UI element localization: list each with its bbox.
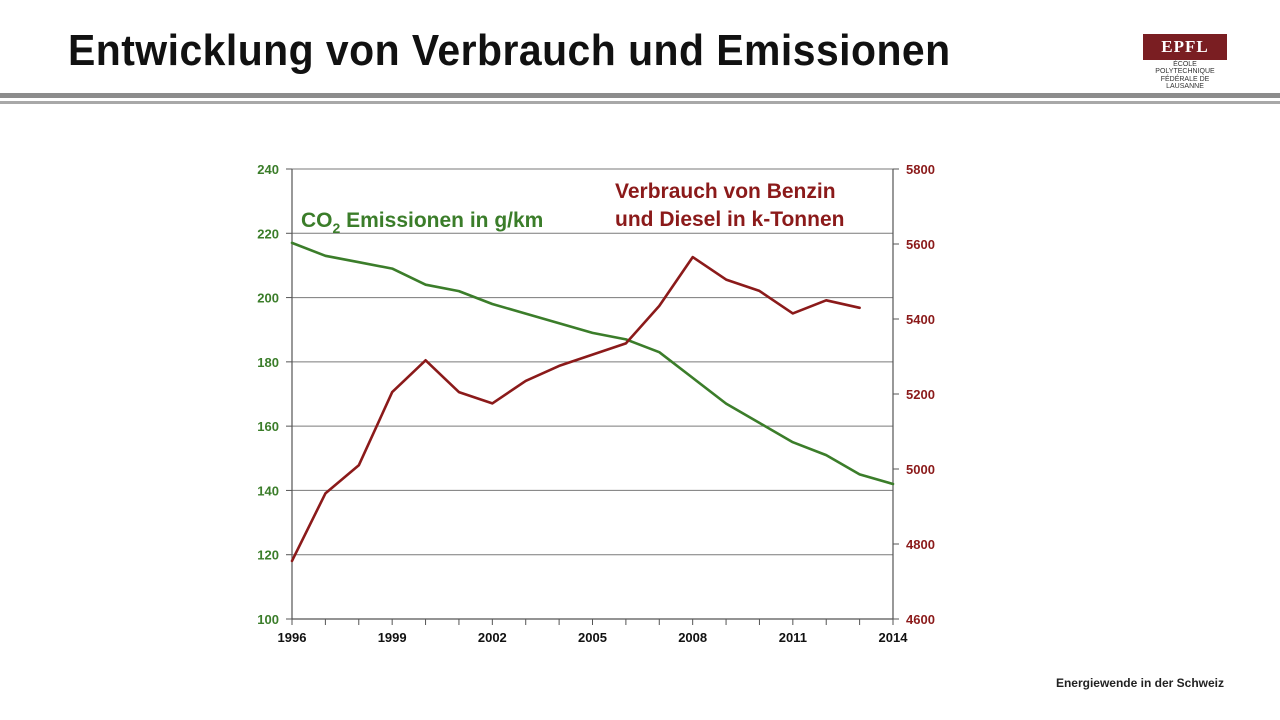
right-tick-label: 5000 [906,462,935,477]
left-tick-label: 220 [257,226,279,241]
co2-series-label: CO2 Emissionen in g/km [301,209,543,236]
right-tick-label: 5800 [906,162,935,177]
left-tick-label: 160 [257,419,279,434]
title-rule-bottom [0,101,1280,104]
left-tick-label: 140 [257,483,279,498]
fuel-series-line [290,255,861,563]
x-tick-label: 2011 [779,630,807,645]
right-tick-label: 5400 [906,312,935,327]
footer-text: Energiewende in der Schweiz [1055,676,1224,690]
slide-title: Entwicklung von Verbrauch und Emissionen [68,26,951,75]
title-bar: Entwicklung von Verbrauch und Emissionen… [0,0,1280,92]
x-tick-label: 2008 [678,630,707,645]
right-tick-label: 4800 [906,537,935,552]
x-tick-label: 2002 [478,630,507,645]
logo-line-1: ÉCOLE POLYTECHNIQUE [1155,61,1215,75]
fuel-series-label-line: Verbrauch von Benzin [615,180,836,203]
x-tick-label: 1999 [378,630,407,645]
title-rule-top [0,93,1280,98]
left-tick-label: 100 [257,612,279,627]
x-tick-label: 1996 [278,630,307,645]
right-tick-label: 5200 [906,387,935,402]
right-tick-label: 4600 [906,612,935,627]
left-tick-label: 240 [257,162,279,177]
x-tick-label: 2005 [578,630,607,645]
co2-series-line [290,241,895,486]
left-tick-label: 120 [257,548,279,563]
right-tick-label: 5600 [906,237,935,252]
left-tick-label: 200 [257,291,279,306]
logo-line-2: FÉDÉRALE DE LAUSANNE [1160,76,1210,90]
epfl-logo: EPFL ÉCOLE POLYTECHNIQUE FÉDÉRALE DE LAU… [1143,34,1227,90]
x-tick-label: 2014 [879,630,909,645]
fuel-series-label-line: und Diesel in k-Tonnen [615,208,844,231]
left-tick-label: 180 [257,355,279,370]
logo-mark: EPFL [1143,34,1227,60]
